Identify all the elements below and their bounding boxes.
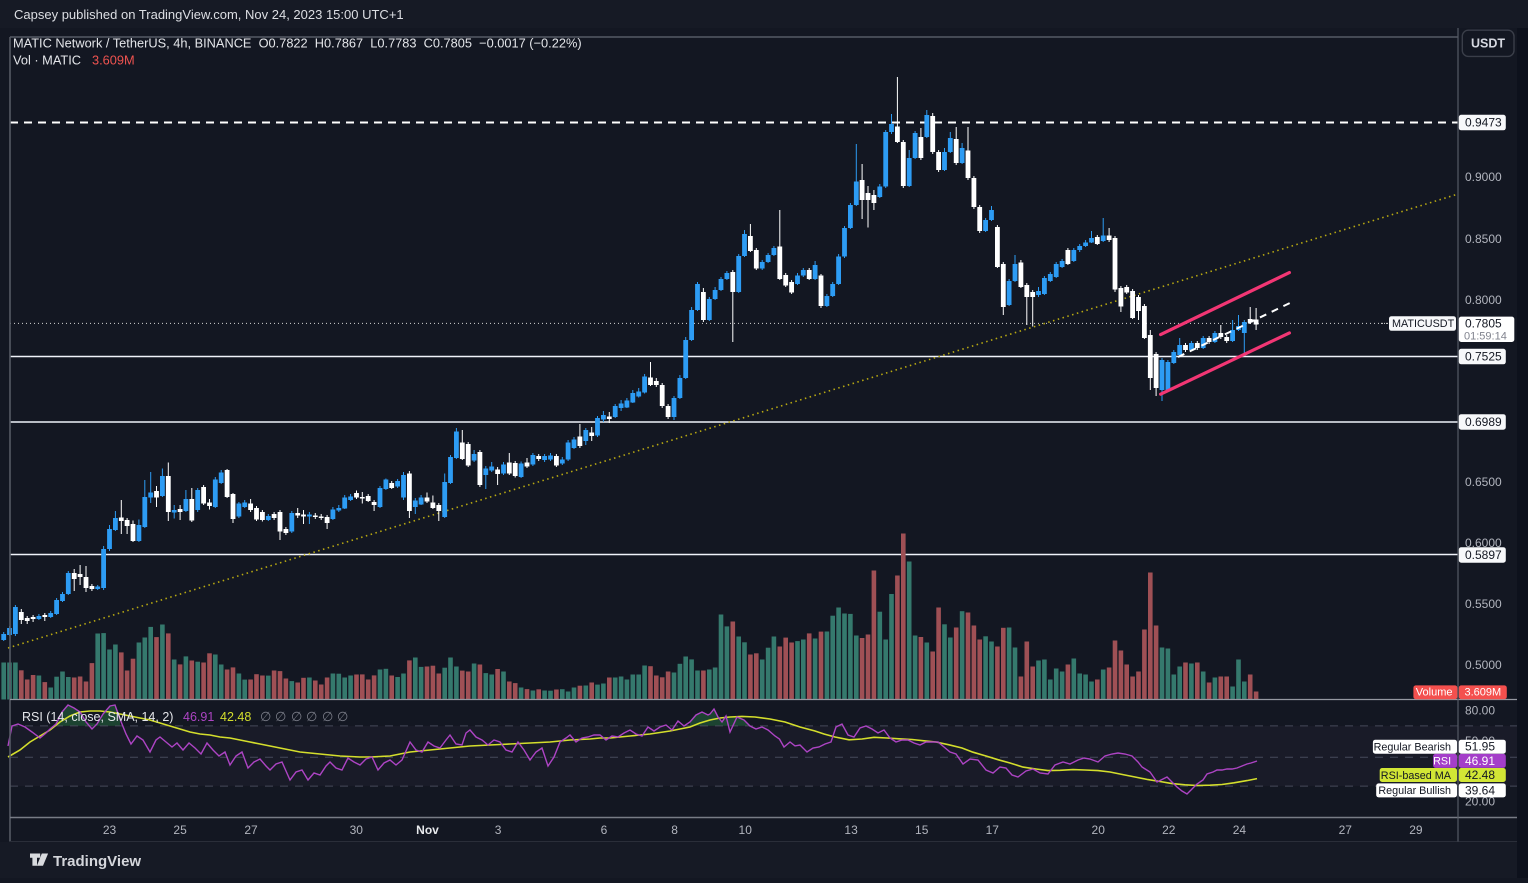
svg-text:MATIC Network / TetherUS, 4h,: MATIC Network / TetherUS, 4h, BINANCE O0… (13, 36, 582, 51)
svg-text:Vol · MATIC: Vol · MATIC (13, 53, 81, 68)
svg-text:0.9473: 0.9473 (1465, 116, 1502, 130)
svg-text:0.7525: 0.7525 (1465, 350, 1502, 364)
svg-text:Nov: Nov (416, 823, 439, 837)
svg-text:0.8500: 0.8500 (1465, 232, 1502, 246)
svg-text:3: 3 (495, 823, 502, 837)
svg-text:0.6500: 0.6500 (1465, 475, 1502, 489)
svg-text:6: 6 (601, 823, 608, 837)
svg-text:25: 25 (173, 823, 187, 837)
svg-text:3.609M: 3.609M (92, 53, 135, 68)
svg-text:29: 29 (1409, 823, 1423, 837)
svg-text:RSI (14, close, SMA, 14, 2): RSI (14, close, SMA, 14, 2) (22, 710, 173, 724)
svg-text:USDT: USDT (1471, 37, 1505, 51)
svg-text:01:59:14: 01:59:14 (1464, 331, 1507, 343)
svg-text:8: 8 (671, 823, 678, 837)
svg-text:TradingView: TradingView (53, 853, 141, 870)
svg-text:0.6989: 0.6989 (1465, 415, 1502, 429)
svg-text:MATICUSDT: MATICUSDT (1392, 318, 1455, 330)
svg-text:15: 15 (915, 823, 929, 837)
svg-text:20: 20 (1092, 823, 1106, 837)
svg-text:0.9000: 0.9000 (1465, 170, 1502, 184)
svg-text:20.00: 20.00 (1465, 795, 1495, 809)
svg-text:22: 22 (1162, 823, 1176, 837)
svg-text:46.91: 46.91 (1465, 754, 1495, 768)
svg-text:RSI-based MA: RSI-based MA (1381, 770, 1452, 782)
svg-text:Regular Bearish: Regular Bearish (1374, 742, 1451, 754)
svg-text:0.8000: 0.8000 (1465, 293, 1502, 307)
svg-text:23: 23 (103, 823, 117, 837)
svg-text:46.91: 46.91 (183, 710, 214, 724)
svg-text:30: 30 (350, 823, 364, 837)
svg-text:3.609M: 3.609M (1465, 687, 1502, 699)
svg-text:51.95: 51.95 (1465, 740, 1495, 754)
svg-text:27: 27 (244, 823, 258, 837)
svg-text:27: 27 (1339, 823, 1353, 837)
svg-text:∅: ∅ (275, 709, 286, 724)
svg-text:0.6000: 0.6000 (1465, 536, 1502, 550)
svg-text:∅: ∅ (260, 709, 271, 724)
svg-text:Regular Bullish: Regular Bullish (1378, 785, 1451, 797)
svg-text:∅: ∅ (306, 709, 317, 724)
svg-text:Volume: Volume (1416, 687, 1453, 699)
svg-text:∅: ∅ (291, 709, 302, 724)
svg-text:∅: ∅ (322, 709, 333, 724)
svg-text:13: 13 (844, 823, 858, 837)
svg-text:RSI: RSI (1433, 756, 1451, 768)
svg-text:10: 10 (739, 823, 753, 837)
svg-text:42.48: 42.48 (220, 710, 251, 724)
svg-text:80.00: 80.00 (1465, 704, 1495, 718)
svg-text:0.7805: 0.7805 (1465, 317, 1502, 331)
svg-text:17: 17 (986, 823, 1000, 837)
svg-text:24: 24 (1233, 823, 1247, 837)
svg-text:0.5897: 0.5897 (1465, 548, 1502, 562)
svg-text:39.64: 39.64 (1465, 783, 1495, 797)
svg-text:∅: ∅ (337, 709, 348, 724)
svg-text:0.5000: 0.5000 (1465, 658, 1502, 672)
svg-text:Capsey published on TradingVie: Capsey published on TradingView.com, Nov… (14, 7, 404, 22)
svg-text:42.48: 42.48 (1465, 768, 1495, 782)
svg-text:0.5500: 0.5500 (1465, 597, 1502, 611)
